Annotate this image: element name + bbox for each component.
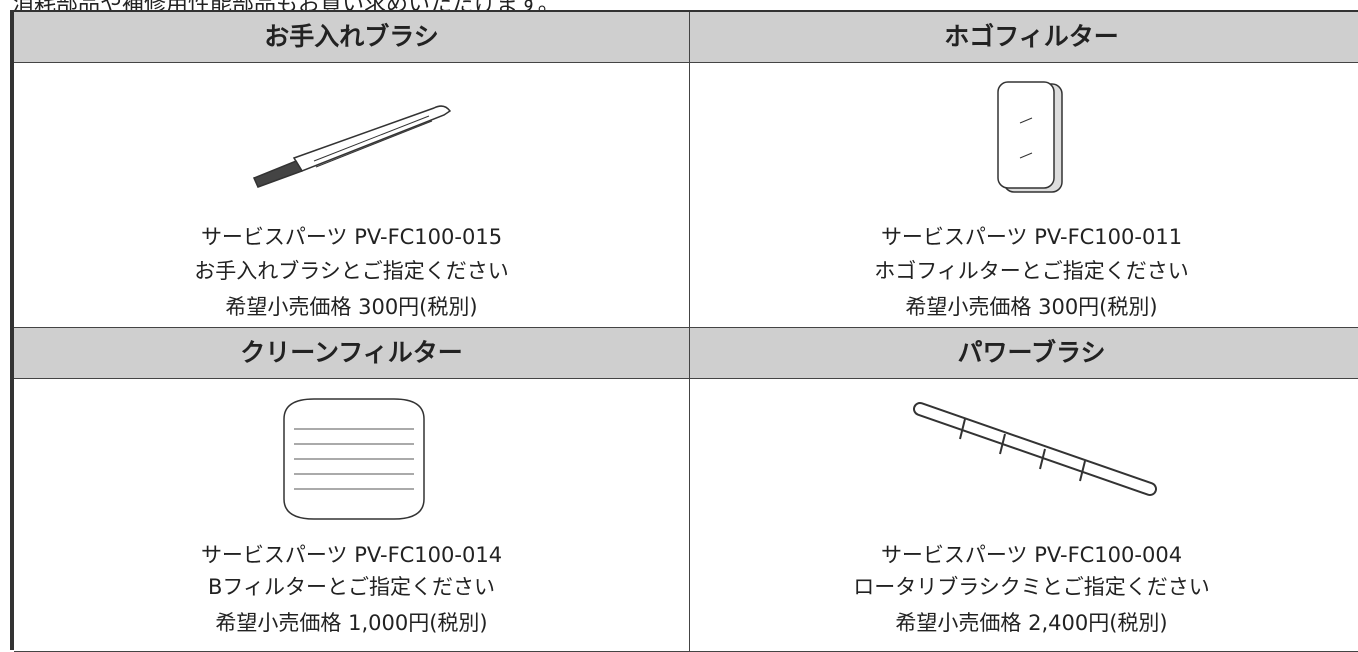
filter-illustration bbox=[997, 81, 1063, 193]
power-brush-illustration bbox=[913, 402, 1157, 496]
price: 希望小売価格 300円(税別) bbox=[225, 295, 478, 319]
content-cell: サービスパーツ PV-FC100-004 ロータリブラシクミとご指定ください 希… bbox=[690, 379, 1358, 652]
content-cell: サービスパーツ PV-FC100-014 Bフィルターとご指定ください 希望小売… bbox=[14, 379, 690, 652]
content-cell: サービスパーツ PV-FC100-015 お手入れブラシとご指定ください 希望小… bbox=[14, 63, 690, 328]
price: 希望小売価格 1,000円(税別) bbox=[215, 611, 488, 635]
price: 希望小売価格 300円(税別) bbox=[905, 295, 1158, 319]
content-cell: サービスパーツ PV-FC100-011 ホゴフィルターとご指定ください 希望小… bbox=[690, 63, 1358, 328]
part-number: サービスパーツ PV-FC100-011 bbox=[880, 225, 1183, 249]
part-name: ロータリブラシクミとご指定ください bbox=[853, 575, 1210, 599]
header-cell: クリーンフィルター bbox=[14, 328, 690, 379]
part-number: サービスパーツ PV-FC100-004 bbox=[880, 543, 1183, 567]
header-cell: お手入れブラシ bbox=[14, 12, 690, 63]
part-name: お手入れブラシとご指定ください bbox=[194, 259, 509, 283]
clean-filter-illustration bbox=[283, 398, 425, 520]
parts-table: お手入れブラシ ホゴフィルター サービスパーツ PV-FC100-015 お手入… bbox=[10, 10, 1358, 652]
part-number: サービスパーツ PV-FC100-015 bbox=[200, 225, 503, 249]
price: 希望小売価格 2,400円(税別) bbox=[895, 611, 1168, 635]
brush-illustration bbox=[252, 105, 452, 188]
header-cell: パワーブラシ bbox=[690, 328, 1358, 379]
part-number: サービスパーツ PV-FC100-014 bbox=[200, 543, 503, 567]
part-name: ホゴフィルターとご指定ください bbox=[874, 259, 1189, 283]
part-name: Bフィルターとご指定ください bbox=[208, 575, 495, 599]
header-cell: ホゴフィルター bbox=[690, 12, 1358, 63]
